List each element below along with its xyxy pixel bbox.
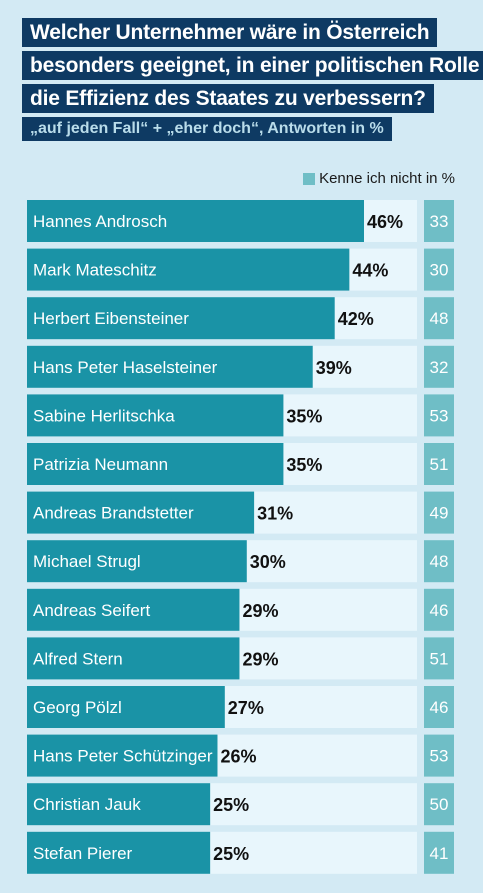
bar-value-label: 26% <box>220 747 256 767</box>
bar-category-label: Hans Peter Haselsteiner <box>33 358 218 377</box>
unknown-value-label: 33 <box>430 212 449 231</box>
unknown-box <box>424 297 454 340</box>
unknown-box <box>424 734 454 777</box>
bar-category-label: Andreas Brandstetter <box>33 504 194 523</box>
unknown-value-label: 46 <box>430 698 449 717</box>
chart-title-line-3: die Effizienz des Staates zu verbessern? <box>22 84 434 113</box>
bar-category-label: Georg Pölzl <box>33 698 122 717</box>
bar <box>27 734 218 777</box>
unknown-value-label: 51 <box>430 455 449 474</box>
unknown-box <box>424 783 454 826</box>
chart-title-line-2: besonders geeignet, in einer politischen… <box>22 51 483 80</box>
unknown-value-label: 49 <box>430 504 449 523</box>
bar-category-label: Andreas Seifert <box>33 601 150 620</box>
bar-value-label: 35% <box>286 406 322 426</box>
legend: Kenne ich nicht in % <box>303 170 455 187</box>
bar-value-label: 29% <box>242 601 278 621</box>
unknown-box <box>424 491 454 534</box>
legend-label-unknown: Kenne ich nicht in % <box>319 170 455 187</box>
unknown-box <box>424 637 454 680</box>
unknown-box <box>424 540 454 583</box>
chart-title-line-1: Welcher Unternehmer wäre in Österreich <box>22 18 438 47</box>
bar <box>27 540 247 583</box>
unknown-value-label: 46 <box>430 601 449 620</box>
unknown-box <box>424 248 454 291</box>
bar-category-label: Sabine Herlitschka <box>33 406 175 425</box>
unknown-value-label: 50 <box>430 795 449 814</box>
unknown-value-label: 51 <box>430 649 449 668</box>
bar-category-label: Michael Strugl <box>33 552 141 571</box>
bar-value-label: 25% <box>213 795 249 815</box>
chart-subtitle: „auf jeden Fall“ + „eher doch“, Antworte… <box>22 117 392 141</box>
unknown-value-label: 30 <box>430 261 449 280</box>
unknown-box <box>424 345 454 388</box>
bar-category-label: Patrizia Neumann <box>33 455 168 474</box>
bar <box>27 588 240 631</box>
bar <box>27 248 350 291</box>
bar-value-label: 46% <box>367 212 403 232</box>
bar-value-label: 42% <box>338 309 374 329</box>
bar-category-label: Herbert Eibensteiner <box>33 309 189 328</box>
bar <box>27 394 284 437</box>
bar-category-label: Christian Jauk <box>33 795 141 814</box>
unknown-value-label: 48 <box>430 309 449 328</box>
bar-category-label: Alfred Stern <box>33 649 123 668</box>
bar-value-label: 30% <box>250 552 286 572</box>
unknown-value-label: 53 <box>430 747 449 766</box>
bar-category-label: Stefan Pierer <box>33 844 133 863</box>
bar <box>27 686 225 728</box>
bar-value-label: 44% <box>352 261 388 281</box>
bar <box>27 297 335 340</box>
unknown-box <box>424 443 454 485</box>
unknown-value-label: 32 <box>430 358 449 377</box>
unknown-box <box>424 588 454 631</box>
bar <box>27 345 313 388</box>
unknown-value-label: 41 <box>430 844 449 863</box>
legend-swatch-unknown <box>303 172 316 185</box>
unknown-box <box>424 831 454 874</box>
bar-value-label: 31% <box>257 504 293 524</box>
bar <box>27 783 211 826</box>
bar-value-label: 27% <box>228 698 264 718</box>
bar <box>27 637 240 680</box>
bar <box>27 200 364 242</box>
unknown-box <box>424 200 454 242</box>
bar <box>27 831 211 874</box>
unknown-value-label: 48 <box>430 552 449 571</box>
bar-value-label: 29% <box>242 649 278 669</box>
unknown-value-label: 53 <box>430 406 449 425</box>
unknown-box <box>424 686 454 728</box>
bar-category-label: Mark Mateschitz <box>33 261 157 280</box>
bar-category-label: Hans Peter Schützinger <box>33 747 213 766</box>
bar-value-label: 35% <box>286 455 322 475</box>
chart-title-block: Welcher Unternehmer wäre in Österreich b… <box>22 18 483 141</box>
unknown-box <box>424 394 454 437</box>
bar <box>27 443 284 485</box>
bar-category-label: Hannes Androsch <box>33 212 167 231</box>
bar-value-label: 39% <box>316 358 352 378</box>
bar <box>27 491 255 534</box>
bar-value-label: 25% <box>213 844 249 864</box>
